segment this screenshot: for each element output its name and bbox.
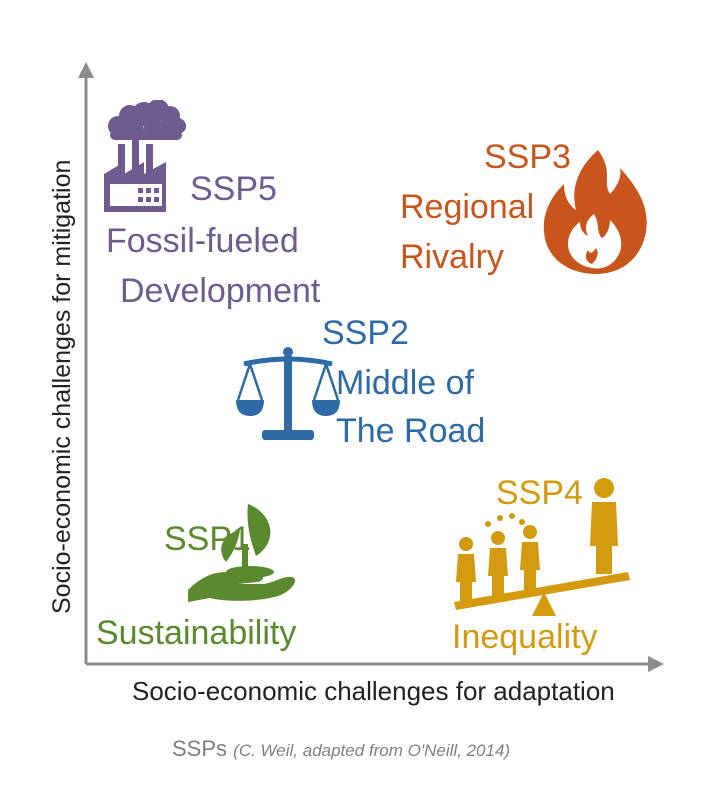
ssp1-name: Sustainability [96,614,297,652]
x-axis-label: Socio-economic challenges for adaptation [132,676,615,706]
ssp5-name-line2: Development [120,272,321,310]
ssp4-name: Inequality [452,618,598,656]
ssp3-name-line1: Regional [400,188,535,226]
ssp4-code: SSP4 [496,474,583,512]
y-axis-arrowhead [78,62,94,78]
ssp5-code: SSP5 [190,170,277,208]
ssp3-name-line2: Rivalry [400,238,504,276]
ssp2-code: SSP2 [322,314,409,352]
caption-main: SSPs [172,736,228,761]
x-axis-arrowhead [648,656,664,672]
ssp2-name-line1: Middle of [336,364,474,402]
y-axis-label: Socio-economic challenges for mitigation [48,159,76,614]
ssp2-name-line2: The Road [336,412,486,450]
ssp5-name-line1: Fossil-fueled [106,222,299,260]
factory-smoke-icon [104,100,186,212]
caption: SSPs (C. Weil, adapted from O'Neill, 201… [172,736,510,762]
unequal-people-seesaw-icon [454,478,630,616]
scales-icon [236,347,340,440]
plant-in-hand-icon [188,504,296,602]
flame-icon [543,150,647,274]
caption-source: (C. Weil, adapted from O'Neill, 2014) [233,741,511,760]
ssp3-code: SSP3 [484,138,571,176]
